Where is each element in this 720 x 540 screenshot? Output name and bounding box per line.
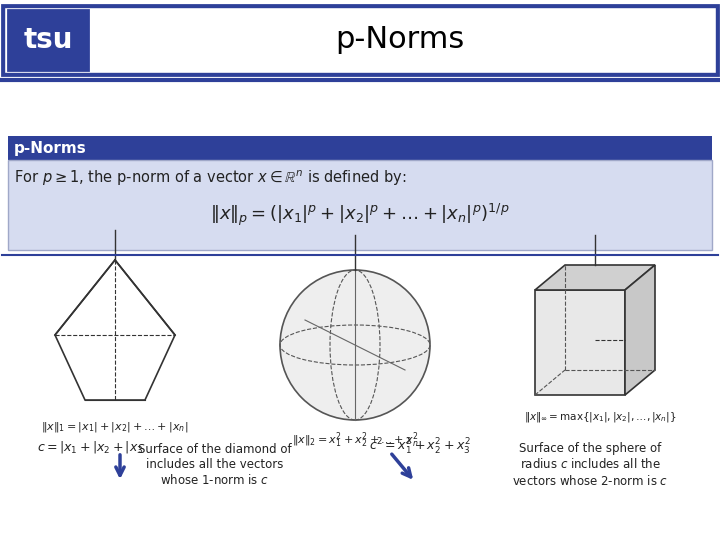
FancyBboxPatch shape [2,5,718,75]
Text: p-Norms: p-Norms [14,140,86,156]
Text: Surface of the sphere of
radius $c$ includes all the
vectors whose 2-norm is $c$: Surface of the sphere of radius $c$ incl… [512,442,668,488]
FancyBboxPatch shape [8,136,712,160]
FancyBboxPatch shape [4,7,716,73]
Circle shape [280,270,430,420]
Text: Surface of the diamond of
includes all the vectors
whose 1-norm is $c$: Surface of the diamond of includes all t… [138,443,292,487]
Text: tsu: tsu [23,26,73,54]
FancyBboxPatch shape [8,10,88,70]
Text: p-Norms: p-Norms [336,25,464,55]
Text: $\|x\|_2 = x_1^2 + x_2^2 + \ldots + x_n^2$: $\|x\|_2 = x_1^2 + x_2^2 + \ldots + x_n^… [292,430,418,450]
Text: $\|x\|_1 = |x_1| + |x_2| + \ldots + |x_n|$: $\|x\|_1 = |x_1| + |x_2| + \ldots + |x_n… [41,420,189,434]
FancyBboxPatch shape [8,160,712,250]
Text: $\|x\|_\infty = \max\{|x_1|, |x_2|, \ldots, |x_n|\}$: $\|x\|_\infty = \max\{|x_1|, |x_2|, \ldo… [523,410,676,424]
Polygon shape [535,290,625,395]
Text: $\|x\|_p = (|x_1|^p + |x_2|^p + \ldots + |x_n|^p)^{1/p}$: $\|x\|_p = (|x_1|^p + |x_2|^p + \ldots +… [210,202,510,228]
Text: $c = |x_1 + |x_2 + |x_3$: $c = |x_1 + |x_2 + |x_3$ [37,439,143,455]
Polygon shape [625,265,655,395]
Polygon shape [535,265,655,290]
Text: $c^2 = x_1^2 + x_2^2 + x_3^2$: $c^2 = x_1^2 + x_2^2 + x_3^2$ [369,437,471,457]
Text: For $p \geq 1$, the p-norm of a vector $x \in \mathbb{R}^n$ is defined by:: For $p \geq 1$, the p-norm of a vector $… [14,168,406,188]
